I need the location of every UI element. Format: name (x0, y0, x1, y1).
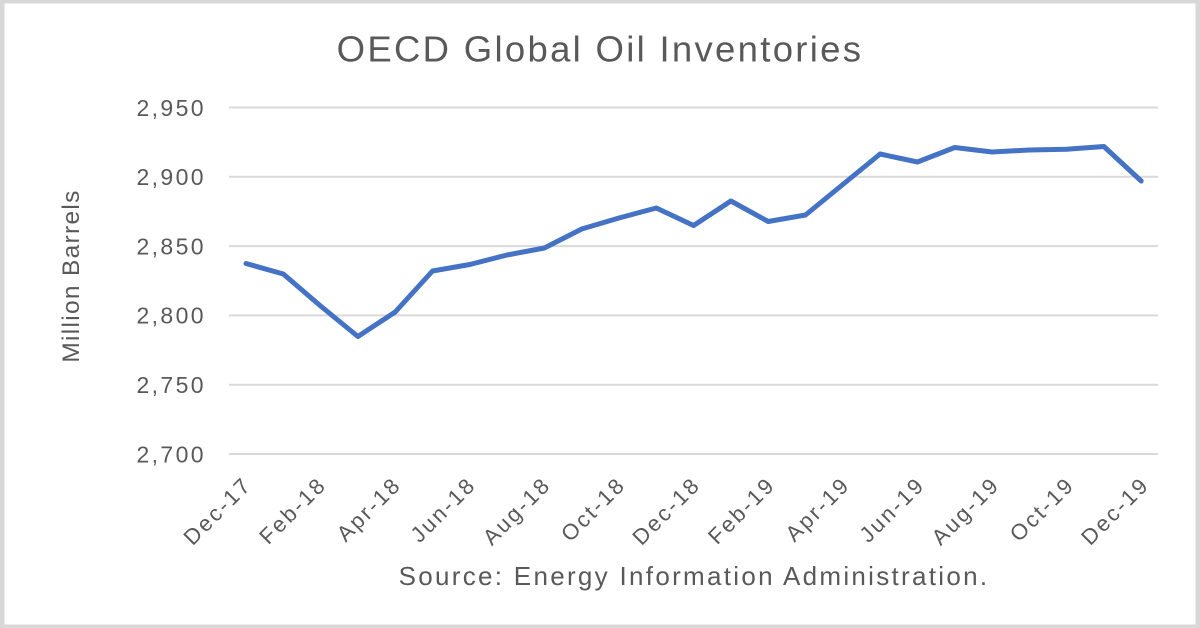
svg-text:Source: Energy Information Adm: Source: Energy Information Administratio… (399, 561, 990, 591)
svg-text:2,750: 2,750 (136, 372, 206, 398)
svg-text:2,800: 2,800 (136, 303, 206, 329)
svg-text:2,700: 2,700 (136, 441, 206, 467)
svg-text:2,900: 2,900 (136, 164, 206, 190)
svg-text:Million Barrels: Million Barrels (58, 189, 85, 362)
svg-text:2,850: 2,850 (136, 233, 206, 259)
svg-text:2,950: 2,950 (136, 95, 206, 121)
svg-text:OECD Global Oil Inventories: OECD Global Oil Inventories (337, 29, 864, 70)
